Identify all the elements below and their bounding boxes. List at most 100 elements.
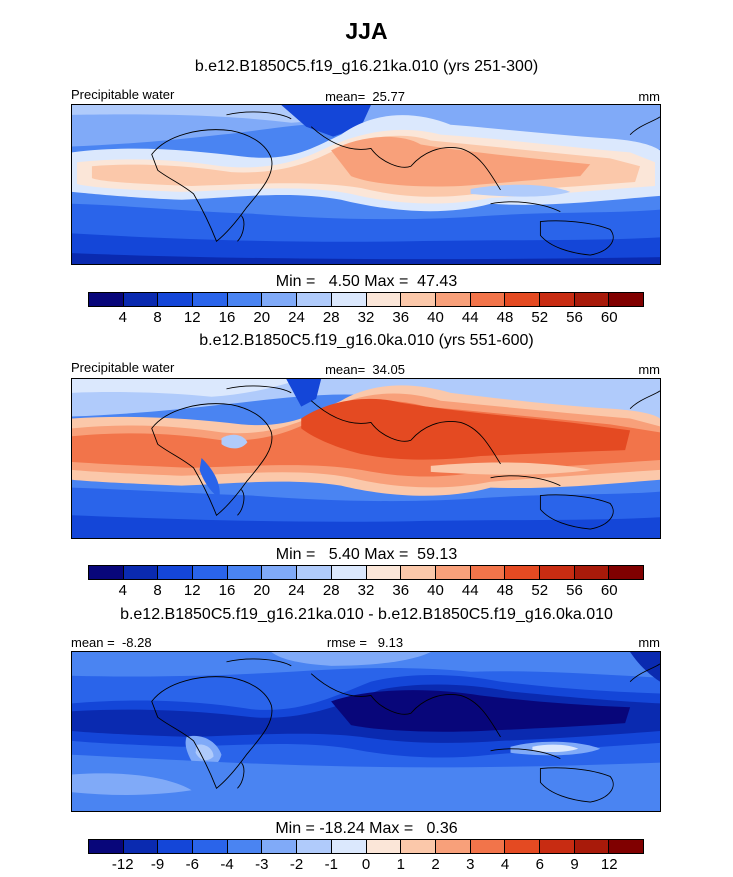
colorbar-tick-label: 6 bbox=[535, 856, 544, 873]
panel-2-map bbox=[71, 378, 661, 539]
colorbar-swatch bbox=[123, 566, 159, 579]
panel-2-colorbar bbox=[88, 565, 644, 580]
colorbar-swatch bbox=[193, 293, 228, 306]
panel-3-map bbox=[71, 651, 661, 812]
colorbar-tick-label: 48 bbox=[496, 309, 514, 326]
colorbar-tick-label: 12 bbox=[600, 856, 618, 873]
colorbar-tick-label: 28 bbox=[322, 582, 340, 599]
colorbar-swatch bbox=[158, 840, 194, 853]
colorbar-tick-label: 60 bbox=[600, 582, 618, 599]
panel-2-subtitle: b.e12.B1850C5.f19_g16.0ka.010 (yrs 551-6… bbox=[199, 332, 534, 349]
colorbar-tick-label: 8 bbox=[153, 309, 162, 326]
colorbar-tick-label: 0 bbox=[361, 856, 371, 873]
panel-2-mean-label: mean= 34.05 bbox=[325, 362, 405, 377]
colorbar-tick-label: 24 bbox=[288, 309, 305, 326]
colorbar-swatch bbox=[435, 293, 471, 306]
panel-1-variable-label: Precipitable water bbox=[71, 87, 175, 102]
colorbar-swatch bbox=[609, 293, 643, 306]
colorbar-tick-label: 9 bbox=[570, 856, 579, 873]
panel-1-units-label: mm bbox=[638, 89, 660, 104]
colorbar-swatch bbox=[401, 293, 436, 306]
panel-1-map bbox=[71, 104, 661, 265]
panel-3-colorbar bbox=[88, 839, 644, 854]
colorbar-swatch bbox=[366, 566, 402, 579]
colorbar-tick-label: 36 bbox=[392, 309, 410, 326]
colorbar-swatch bbox=[331, 840, 367, 853]
colorbar-tick-label: 44 bbox=[461, 582, 479, 599]
colorbar-tick-label: 16 bbox=[218, 582, 236, 599]
colorbar-swatch bbox=[297, 840, 332, 853]
panel-1-mean-label: mean= 25.77 bbox=[325, 89, 405, 104]
colorbar-tick-label: 52 bbox=[531, 582, 549, 599]
colorbar-swatch bbox=[470, 566, 506, 579]
colorbar-swatch bbox=[539, 566, 575, 579]
panel-3-map-graphic bbox=[72, 652, 660, 811]
colorbar-swatch bbox=[366, 293, 402, 306]
colorbar-tick-label: 8 bbox=[153, 582, 162, 599]
panel-2-map-graphic bbox=[72, 379, 660, 538]
colorbar-tick-label: 20 bbox=[253, 582, 271, 599]
colorbar-swatch bbox=[123, 840, 159, 853]
colorbar-tick-label: -3 bbox=[255, 856, 269, 873]
colorbar-tick-label: 4 bbox=[500, 856, 510, 873]
colorbar-tick-label: 3 bbox=[466, 856, 475, 873]
panel-3-colorbar-labels: -12 -9 -6 -4 -3 -2 -1 0 1 2 3 4 6 9 12 bbox=[88, 856, 644, 874]
colorbar-swatch bbox=[401, 840, 436, 853]
panel-2-colorbar-labels: 4 8 12 16 20 24 28 32 36 40 44 48 52 56 60 bbox=[88, 582, 644, 600]
colorbar-tick-label: 12 bbox=[183, 309, 201, 326]
colorbar-swatch bbox=[539, 293, 575, 306]
colorbar-tick-label: 1 bbox=[396, 856, 405, 873]
colorbar-swatch bbox=[539, 840, 575, 853]
colorbar-swatch bbox=[505, 840, 540, 853]
colorbar-tick-label: 28 bbox=[322, 309, 340, 326]
panel-3-subtitle: b.e12.B1850C5.f19_g16.21ka.010 - b.e12.B… bbox=[120, 606, 613, 623]
panel-3-mean-label: mean = -8.28 bbox=[71, 635, 152, 650]
panel-1-colorbar-labels: 4 8 12 16 20 24 28 32 36 40 44 48 52 56 60 bbox=[88, 309, 644, 327]
colorbar-swatch bbox=[574, 840, 610, 853]
figure-title: JJA bbox=[345, 18, 388, 44]
colorbar-tick-label: 32 bbox=[357, 309, 375, 326]
colorbar-swatch bbox=[435, 840, 471, 853]
colorbar-tick-label: 56 bbox=[566, 582, 583, 599]
colorbar-tick-label: -4 bbox=[220, 856, 234, 873]
colorbar-swatch bbox=[574, 293, 610, 306]
panel-2-minmax: Min = 5.40 Max = 59.13 bbox=[275, 546, 458, 563]
panel-1-map-graphic bbox=[72, 105, 660, 264]
panel-1-colorbar bbox=[88, 292, 644, 307]
colorbar-tick-label: 4 bbox=[118, 582, 127, 599]
colorbar-tick-label: 60 bbox=[600, 309, 618, 326]
colorbar-tick-label: 16 bbox=[218, 309, 236, 326]
colorbar-tick-label: -9 bbox=[150, 856, 165, 873]
colorbar-tick-label: 36 bbox=[392, 582, 410, 599]
colorbar-swatch bbox=[89, 293, 124, 306]
colorbar-tick-label: -1 bbox=[324, 856, 338, 873]
colorbar-swatch bbox=[89, 840, 124, 853]
panel-3-rmse-label: rmse = 9.13 bbox=[326, 635, 404, 650]
colorbar-tick-label: 24 bbox=[288, 582, 305, 599]
colorbar-tick-label: 32 bbox=[357, 582, 375, 599]
colorbar-swatch bbox=[193, 566, 228, 579]
colorbar-swatch bbox=[331, 293, 367, 306]
panel-1-subtitle: b.e12.B1850C5.f19_g16.21ka.010 (yrs 251-… bbox=[194, 58, 539, 75]
colorbar-tick-label: 20 bbox=[253, 309, 271, 326]
colorbar-swatch bbox=[505, 293, 540, 306]
colorbar-swatch bbox=[470, 840, 506, 853]
colorbar-swatch bbox=[505, 566, 540, 579]
colorbar-swatch bbox=[435, 566, 471, 579]
panel-3-units-label: mm bbox=[638, 635, 660, 650]
panel-2-variable-label: Precipitable water bbox=[71, 360, 175, 375]
colorbar-swatch bbox=[297, 293, 332, 306]
colorbar-tick-label: 44 bbox=[461, 309, 479, 326]
colorbar-tick-label: -6 bbox=[185, 856, 199, 873]
colorbar-swatch bbox=[123, 293, 159, 306]
panel-1-minmax: Min = 4.50 Max = 47.43 bbox=[275, 273, 458, 290]
colorbar-swatch bbox=[262, 566, 298, 579]
colorbar-swatch bbox=[470, 293, 506, 306]
colorbar-swatch bbox=[158, 293, 194, 306]
colorbar-swatch bbox=[158, 566, 194, 579]
colorbar-tick-label: 40 bbox=[427, 582, 444, 599]
colorbar-swatch bbox=[401, 566, 436, 579]
colorbar-tick-label: -12 bbox=[111, 856, 134, 873]
colorbar-swatch bbox=[227, 840, 263, 853]
colorbar-swatch bbox=[297, 566, 332, 579]
